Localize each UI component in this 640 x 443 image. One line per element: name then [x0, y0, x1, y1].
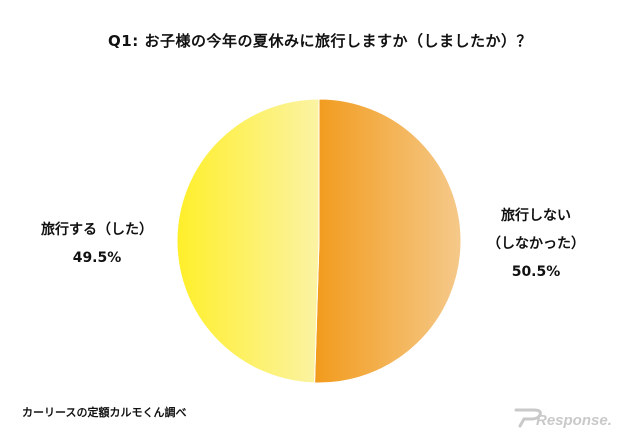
slice-label-no-travel-value: 50.5% — [511, 264, 561, 280]
response-logo: Response. — [514, 408, 612, 429]
pie-slice-no-travel — [314, 98, 462, 384]
slice-label-no-travel: 旅行しない （しなかった） 50.5% — [486, 202, 586, 286]
source-note: カーリースの定額カルモくん調べ — [22, 406, 187, 419]
slice-label-no-travel-line: （しなかった） — [487, 236, 585, 252]
response-logo-text: Response. — [536, 412, 612, 429]
pie-slice-travel — [176, 98, 320, 384]
slice-label-no-travel-line: 旅行しない — [501, 208, 571, 224]
slice-label-travel: 旅行する（した） 49.5% — [22, 216, 172, 272]
chart-title: Q1: お子様の今年の夏休みに旅行しますか（しましたか）？ — [108, 32, 532, 50]
slice-label-travel-name: 旅行する（した） — [41, 222, 153, 238]
slice-label-travel-value: 49.5% — [72, 250, 122, 266]
slice-label-no-travel-name: 旅行しない （しなかった） — [486, 202, 586, 258]
